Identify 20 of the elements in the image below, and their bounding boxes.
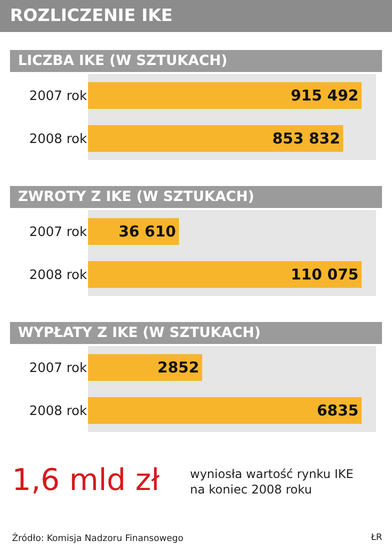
- y-tick-label: 2008 rok: [29, 132, 88, 148]
- y-tick-label: 2008 rok: [29, 404, 88, 420]
- data-label: 36 610: [118, 222, 176, 240]
- text: ŁR: [370, 533, 382, 543]
- text: Źródło: Komisja Nadzoru Finansowego: [12, 532, 184, 544]
- y-tick-label: 2007 rok: [29, 225, 88, 240]
- text: ROZLICZENIE IKE: [10, 6, 173, 26]
- text: 1,6 mld zł: [12, 463, 160, 498]
- chart-title: WYPŁATY Z IKE (W SZTUKACH): [18, 325, 261, 341]
- chart-title: LICZBA IKE (W SZTUKACH): [18, 53, 228, 69]
- y-tick-label: 2007 rok: [29, 89, 88, 104]
- data-label: 110 075: [290, 266, 359, 284]
- y-tick-label: 2008 rok: [29, 268, 88, 284]
- data-label: 6835: [316, 402, 359, 420]
- data-label: 2852: [157, 358, 200, 376]
- data-label: 853 832: [272, 130, 340, 148]
- data-label: 915 492: [290, 86, 359, 104]
- text: wyniosła wartość rynku IKE na koniec 2008 roku: [190, 467, 354, 497]
- chart-title: ZWROTY Z IKE (W SZTUKACH): [18, 189, 254, 205]
- y-tick-label: 2007 rok: [29, 361, 88, 376]
